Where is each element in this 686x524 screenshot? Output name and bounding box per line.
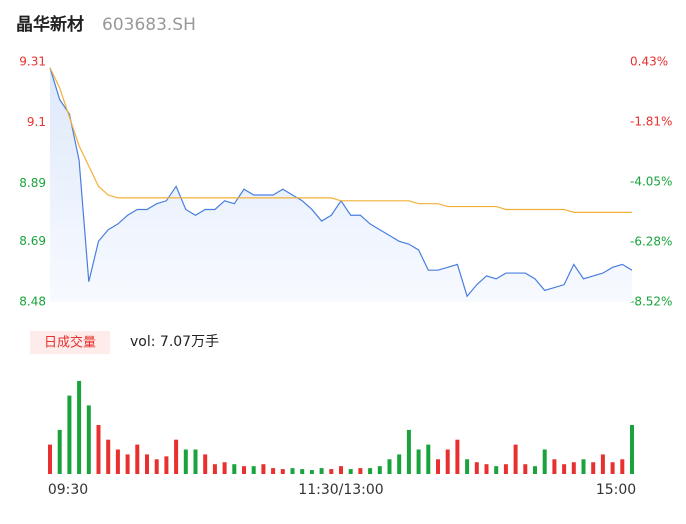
price-area [50, 67, 632, 302]
volume-bar [436, 459, 440, 474]
y2-tick-label: -6.28% [630, 234, 672, 248]
volume-bar [174, 439, 179, 474]
volume-bar [77, 380, 82, 474]
volume-bar [67, 395, 72, 474]
volume-bar [406, 429, 411, 474]
volume-bar [397, 454, 402, 474]
volume-bar [358, 468, 363, 474]
y-tick-label: 9.1 [27, 115, 46, 129]
volume-bar [455, 439, 460, 474]
volume-bar [183, 449, 188, 474]
volume-bar [445, 449, 450, 474]
y-tick-label: 8.69 [19, 234, 46, 248]
y2-tick-label: -8.52% [630, 295, 672, 309]
volume-bar [329, 469, 334, 474]
volume-bar [280, 469, 285, 474]
y2-tick-label: 0.43% [630, 55, 668, 69]
volume-bar [542, 449, 547, 474]
volume-bar [242, 466, 246, 474]
volume-bar [533, 466, 537, 474]
volume-bar [309, 470, 314, 474]
volume-bar [86, 405, 91, 474]
volume-bar [319, 468, 324, 474]
volume-bar [474, 462, 479, 474]
volume-bar [348, 469, 353, 474]
volume-bar [610, 462, 615, 474]
volume-bar [145, 454, 149, 474]
volume-bar [465, 459, 470, 474]
volume-bar [154, 459, 159, 474]
volume-bar [416, 449, 421, 474]
volume-bar [377, 466, 382, 474]
y-tick-label: 9.31 [19, 55, 46, 69]
volume-bar [300, 469, 305, 474]
volume-bar [135, 444, 140, 474]
stock-name: 晶华新材 [16, 14, 84, 35]
volume-summary: vol: 7.07万手 [130, 334, 219, 350]
volume-bar [494, 466, 499, 474]
x-tick-label: 09:30 [48, 482, 88, 498]
volume-bar [513, 444, 518, 474]
y-tick-label: 8.48 [19, 295, 46, 309]
volume-bar [562, 464, 567, 474]
volume-bar [523, 464, 528, 474]
volume-bar [222, 462, 227, 474]
volume-bar [571, 462, 576, 474]
y2-tick-label: -4.05% [630, 175, 672, 189]
volume-bar [620, 459, 625, 474]
volume-bar [57, 429, 62, 474]
volume-bar [339, 466, 343, 474]
volume-bar [164, 456, 169, 474]
volume-bar [125, 454, 130, 474]
volume-bar [581, 459, 586, 474]
y2-tick-label: -1.81% [630, 115, 672, 129]
volume-bar [503, 464, 508, 474]
volume-bar [426, 444, 431, 474]
volume-bar [193, 449, 198, 474]
volume-bar [290, 468, 295, 474]
volume-bar [387, 459, 392, 474]
volume-bar [251, 466, 256, 474]
average-line [49, 67, 632, 213]
x-tick-label: 11:30/13:00 [298, 482, 383, 498]
x-tick-label: 15:00 [596, 482, 636, 498]
legend-box [30, 331, 110, 354]
y-tick-label: 8.89 [19, 176, 46, 190]
volume-label: 日成交量 [44, 335, 96, 351]
volume-bar [96, 425, 101, 474]
stock-code: 603683.SH [102, 15, 196, 35]
volume-bar [600, 454, 605, 474]
volume-bar [212, 464, 217, 474]
volume-bar [271, 468, 276, 474]
volume-bar [261, 464, 266, 474]
volume-bar [368, 468, 373, 474]
volume-bar [203, 454, 208, 474]
volume-bar [115, 449, 120, 474]
volume-bar [232, 464, 237, 474]
volume-bar [630, 425, 634, 474]
volume-bar [48, 444, 52, 474]
volume-bar [591, 462, 596, 474]
volume-bar [106, 439, 111, 474]
volume-bar [552, 459, 557, 474]
volume-bar [484, 464, 489, 474]
